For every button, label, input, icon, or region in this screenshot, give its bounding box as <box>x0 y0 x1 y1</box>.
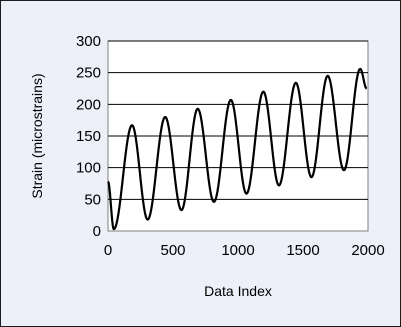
y-tick-label: 150 <box>76 128 101 145</box>
y-tick-label: 300 <box>76 33 101 50</box>
y-tick-label: 200 <box>76 96 101 113</box>
x-tick-label: 1000 <box>221 242 254 259</box>
y-tick-label: 100 <box>76 160 101 177</box>
x-tick-label: 1500 <box>286 242 319 259</box>
y-axis-title: Strain (microstrains) <box>29 73 45 198</box>
x-tick-label: 2000 <box>351 242 384 259</box>
y-tick-labels: 0 50 100 150 200 250 300 <box>76 33 101 240</box>
y-tick-label: 50 <box>84 191 101 208</box>
series-line <box>107 67 368 231</box>
x-axis-title: Data Index <box>204 283 272 299</box>
x-tick-label: 500 <box>160 242 185 259</box>
y-tick-label: 250 <box>76 65 101 82</box>
x-tick-label: 0 <box>104 242 112 259</box>
y-tick-label: 0 <box>93 223 101 240</box>
x-tick-labels: 0 500 1000 1500 2000 <box>104 242 385 259</box>
